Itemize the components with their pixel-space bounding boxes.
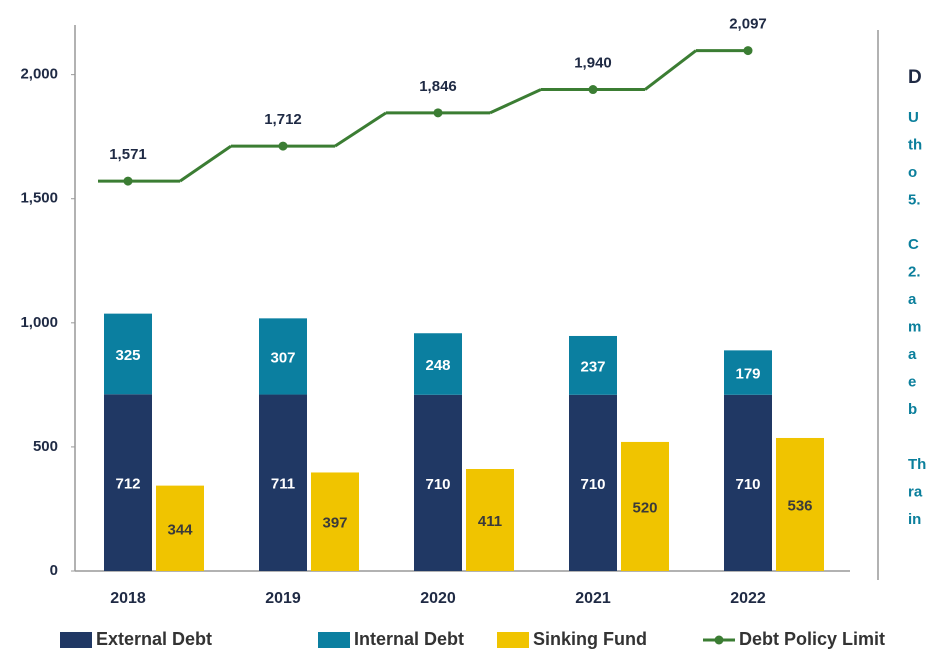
legend-swatch [318, 632, 350, 648]
bar [156, 485, 204, 571]
line-value-label: 1,712 [264, 111, 302, 128]
bar [724, 394, 772, 571]
line-point [433, 108, 443, 118]
bar-value-label: 536 [787, 497, 812, 514]
legend-label: Sinking Fund [533, 629, 647, 649]
legend-label: Debt Policy Limit [739, 629, 885, 649]
line-point [743, 46, 753, 56]
panel-text: Th [908, 456, 926, 473]
y-tick-label: 2,000 [20, 66, 58, 83]
bar-value-label: 520 [632, 499, 657, 516]
line-value-label: 1,846 [419, 78, 457, 95]
panel-text: C [908, 236, 919, 253]
x-tick-label: 2020 [420, 590, 456, 607]
bar-value-label: 237 [580, 358, 605, 375]
bar [259, 318, 307, 395]
panel-text: U [908, 109, 919, 126]
line-ramp [644, 49, 697, 91]
bar-value-label: 411 [478, 513, 502, 530]
panel-text: a [908, 346, 917, 363]
panel-text: ra [908, 483, 923, 500]
panel-text: a [908, 291, 917, 308]
x-tick-label: 2022 [730, 590, 766, 607]
bar-value-label: 710 [580, 476, 605, 493]
legend-swatch [714, 635, 724, 645]
line-point [278, 141, 288, 151]
line-ramp [489, 88, 542, 115]
panel-text: o [908, 164, 917, 181]
x-tick-label: 2021 [575, 590, 611, 607]
panel-text: 5. [908, 191, 921, 208]
bar-value-label: 248 [425, 357, 450, 374]
x-tick-label: 2018 [110, 590, 146, 607]
legend-swatch [60, 632, 92, 648]
bar-value-label: 325 [115, 347, 140, 364]
bar-value-label: 179 [735, 366, 760, 383]
bar-value-label: 710 [425, 476, 450, 493]
panel-text: in [908, 511, 921, 528]
bar [414, 333, 462, 395]
y-tick-label: 1,000 [20, 314, 58, 331]
panel-text: th [908, 136, 922, 153]
bar [104, 394, 152, 571]
panel-text: m [908, 318, 921, 335]
line-ramp [179, 144, 232, 183]
bar [621, 441, 669, 571]
bar [724, 350, 772, 395]
bar-value-label: 712 [115, 476, 140, 493]
bar [104, 313, 152, 395]
bar-value-label: 397 [322, 515, 347, 532]
bar-value-label: 344 [167, 521, 193, 538]
line-point [588, 85, 598, 95]
x-tick-label: 2019 [265, 590, 301, 607]
line-ramp [334, 111, 387, 148]
bar-value-label: 711 [271, 476, 295, 493]
y-tick-label: 500 [33, 438, 58, 455]
bar [466, 468, 514, 571]
bar-value-label: 307 [270, 349, 295, 366]
y-tick-label: 0 [50, 562, 58, 579]
y-tick-label: 1,500 [20, 190, 58, 207]
bar [311, 472, 359, 571]
line-value-label: 2,097 [729, 16, 767, 33]
bar-value-label: 710 [735, 476, 760, 493]
bar [259, 394, 307, 571]
panel-text: 2. [908, 263, 921, 280]
line-value-label: 1,940 [574, 54, 612, 71]
bar [569, 394, 617, 571]
panel-title: D [908, 67, 922, 88]
bar [414, 394, 462, 571]
line-value-label: 1,571 [109, 146, 147, 163]
legend-label: External Debt [96, 629, 212, 649]
legend-label: Internal Debt [354, 629, 464, 649]
legend-swatch [497, 632, 529, 648]
line-point [123, 176, 133, 186]
bar [776, 437, 824, 571]
panel-text: b [908, 401, 917, 418]
bar [569, 335, 617, 395]
panel-text: e [908, 373, 916, 390]
